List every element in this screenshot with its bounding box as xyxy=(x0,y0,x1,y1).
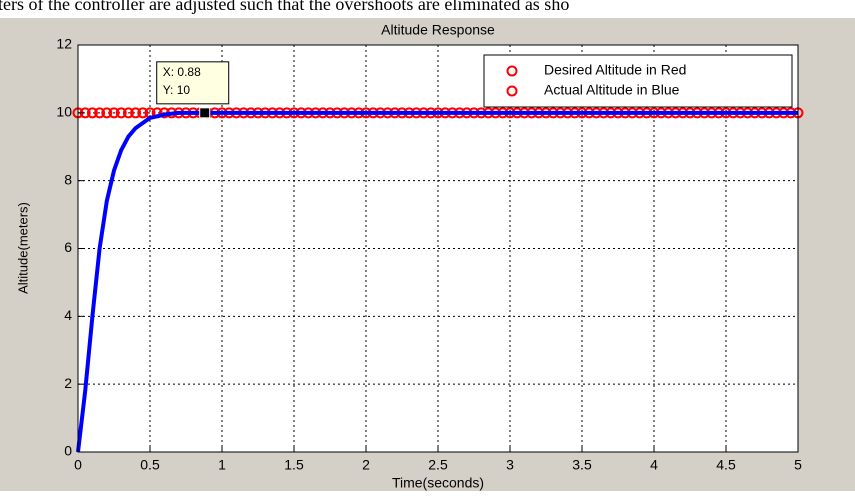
data-point xyxy=(101,107,113,119)
y-tick-label: 8 xyxy=(64,171,72,187)
legend-box xyxy=(483,54,793,108)
datatip-marker xyxy=(199,107,211,119)
data-point xyxy=(94,107,106,119)
datatip-x: X: 0.88 xyxy=(163,65,201,79)
y-tick-label: 2 xyxy=(64,375,72,391)
datatip-y: Y: 10 xyxy=(163,83,191,97)
y-tick-label: 6 xyxy=(64,239,72,255)
x-tick-label: 4.5 xyxy=(716,457,736,473)
x-tick-label: 0.5 xyxy=(140,457,160,473)
legend-label: Actual Altitude in Blue xyxy=(544,82,680,98)
data-point xyxy=(86,107,98,119)
caption-background xyxy=(0,0,855,18)
x-tick-label: 3.5 xyxy=(572,457,592,473)
data-line xyxy=(76,110,798,453)
legend-label: Desired Altitude in Red xyxy=(544,62,686,78)
chart-title: Altitude Response xyxy=(381,22,495,38)
data-point xyxy=(137,107,149,119)
x-tick-label: 4 xyxy=(650,457,658,473)
y-tick-label: 12 xyxy=(56,36,72,52)
y-axis-label: Altitude(meters) xyxy=(15,202,30,294)
x-tick-label: 0 xyxy=(74,457,82,473)
x-tick-label: 5 xyxy=(794,457,802,473)
data-point xyxy=(130,107,142,119)
datatip-box xyxy=(156,61,230,105)
x-axis-label: Time(seconds) xyxy=(392,475,484,491)
overlay: 0 0.5 1 1.5 2 2.5 3 3.5 4 4.5 5 0 2 4 6 8 10 12 X: 0.88 Y: … xyxy=(56,36,802,473)
y-tick-label: 4 xyxy=(64,307,72,323)
caption: ters of the controller are adjusted such… xyxy=(0,0,569,14)
y-tick-label: 10 xyxy=(56,104,72,120)
legend-marker xyxy=(506,85,518,97)
x-tick-label: 2.5 xyxy=(428,457,448,473)
data-point xyxy=(122,107,134,119)
x-tick-label: 3 xyxy=(506,457,514,473)
data-point xyxy=(115,107,127,119)
x-tick-label: 2 xyxy=(362,457,370,473)
plot-area xyxy=(72,107,804,453)
data-point xyxy=(108,107,120,119)
y-tick-label: 0 xyxy=(64,443,72,459)
legend-marker xyxy=(506,65,518,77)
x-tick-label: 1.5 xyxy=(284,457,304,473)
x-tick-label: 1 xyxy=(218,457,226,473)
